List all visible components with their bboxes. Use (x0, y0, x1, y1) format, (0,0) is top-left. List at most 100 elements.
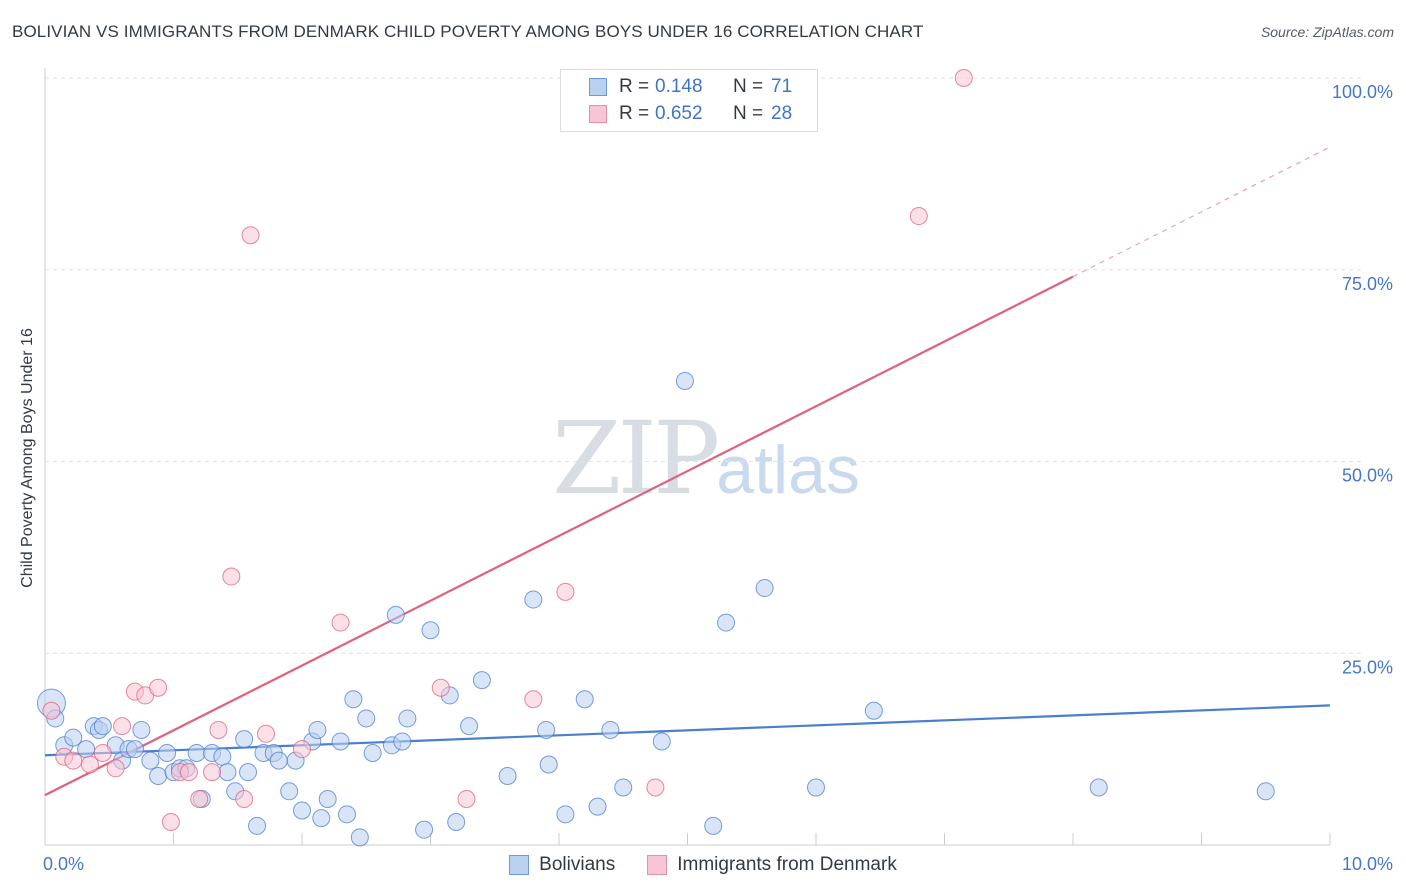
data-point (293, 801, 311, 820)
data-point (457, 789, 476, 808)
data-point (421, 621, 440, 640)
data-point (161, 812, 180, 831)
data-point (64, 728, 83, 747)
x-tick-label: 0.0% (43, 854, 84, 874)
data-point (614, 778, 633, 797)
data-point (807, 778, 825, 797)
data-point (209, 720, 228, 739)
trend-line-bolivians (44, 704, 1331, 757)
data-point (222, 567, 241, 586)
data-point (704, 816, 723, 835)
legend-n-value: 71 (771, 76, 793, 97)
data-point (269, 751, 288, 770)
data-point (190, 789, 209, 808)
data-point (93, 717, 112, 736)
legend-r-label: R = (619, 103, 650, 124)
data-point (646, 778, 665, 797)
data-point (575, 690, 594, 709)
data-point (447, 812, 466, 831)
y-tick-label: 25.0% (1342, 657, 1393, 677)
data-point (398, 709, 417, 728)
data-point (498, 766, 517, 785)
data-point (213, 747, 232, 766)
data-point (331, 613, 350, 632)
series-legend-bolivians[interactable]: Bolivians (509, 854, 615, 876)
data-point (218, 763, 237, 782)
legend-swatch-denmark (589, 105, 607, 123)
data-point (556, 805, 575, 824)
data-point (113, 717, 132, 736)
data-point (675, 371, 694, 390)
data-point (472, 671, 491, 690)
data-point (357, 709, 376, 728)
data-point (141, 751, 160, 770)
data-point (393, 732, 412, 751)
series-swatch-denmark (647, 855, 668, 875)
y-tick-label: 100.0% (1332, 82, 1393, 102)
legend-n-value: 28 (771, 103, 793, 124)
trend-line-denmark (44, 275, 1074, 797)
data-point (909, 207, 928, 226)
data-point (42, 701, 61, 720)
chart-source: Source: ZipAtlas.com (1260, 24, 1394, 40)
axes (44, 68, 1331, 846)
chart-title: BOLIVIAN VS IMMIGRANTS FROM DENMARK CHIL… (12, 22, 924, 41)
data-point (125, 740, 144, 759)
series-swatch-bolivians (509, 855, 530, 875)
data-point (280, 782, 299, 801)
data-point (601, 720, 620, 739)
data-point (431, 678, 450, 697)
data-point (331, 732, 350, 751)
tick-labels: 25.0% 50.0% 75.0% 100.0% 0.0% 10.0% (43, 82, 1393, 874)
data-point (149, 766, 168, 785)
data-point (179, 763, 198, 782)
data-point (239, 763, 258, 782)
series-bolivians-points (36, 371, 1275, 847)
data-point (363, 743, 382, 762)
data-point (954, 69, 973, 87)
legend-swatch-bolivians (589, 78, 607, 96)
data-point (241, 226, 260, 245)
data-point (386, 605, 405, 624)
trend-lines (44, 146, 1331, 797)
trend-line-denmark-extension (1072, 146, 1331, 278)
series-legend: Bolivians Immigrants from Denmark (0, 852, 1406, 878)
legend-row-bolivians: R = 0.148 N = 71 (561, 74, 792, 100)
data-points (36, 69, 1275, 847)
data-point (248, 816, 267, 835)
data-point (755, 579, 774, 598)
data-point (293, 740, 311, 759)
y-tick-label: 50.0% (1342, 466, 1393, 486)
data-point (344, 690, 363, 709)
data-point (257, 724, 276, 743)
x-tick-label: 10.0% (1342, 854, 1393, 874)
data-point (203, 763, 222, 782)
data-point (106, 759, 125, 778)
legend-r-value: 0.148 (655, 76, 703, 97)
series-legend-denmark[interactable]: Immigrants from Denmark (647, 854, 897, 876)
data-point (652, 732, 671, 751)
data-point (415, 820, 434, 839)
series-label-bolivians: Bolivians (539, 854, 616, 875)
data-point (717, 613, 736, 632)
data-point (312, 809, 331, 828)
data-point (132, 720, 151, 739)
data-point (187, 743, 206, 762)
y-tick-label: 75.0% (1342, 274, 1393, 294)
data-point (64, 751, 83, 770)
data-point (318, 789, 337, 808)
data-point (93, 743, 112, 762)
legend-n-label: N = (733, 76, 764, 97)
data-point (337, 805, 356, 824)
data-point (524, 590, 543, 609)
data-point (80, 755, 99, 774)
series-label-denmark: Immigrants from Denmark (677, 854, 897, 875)
data-point (1256, 782, 1275, 801)
data-point (350, 828, 369, 847)
correlation-legend: R = 0.148 N = 71 R = 0.652 N = 28 (560, 69, 818, 132)
legend-r-label: R = (619, 76, 650, 97)
grid (45, 77, 1365, 654)
data-point (588, 797, 607, 816)
data-point (539, 755, 558, 774)
